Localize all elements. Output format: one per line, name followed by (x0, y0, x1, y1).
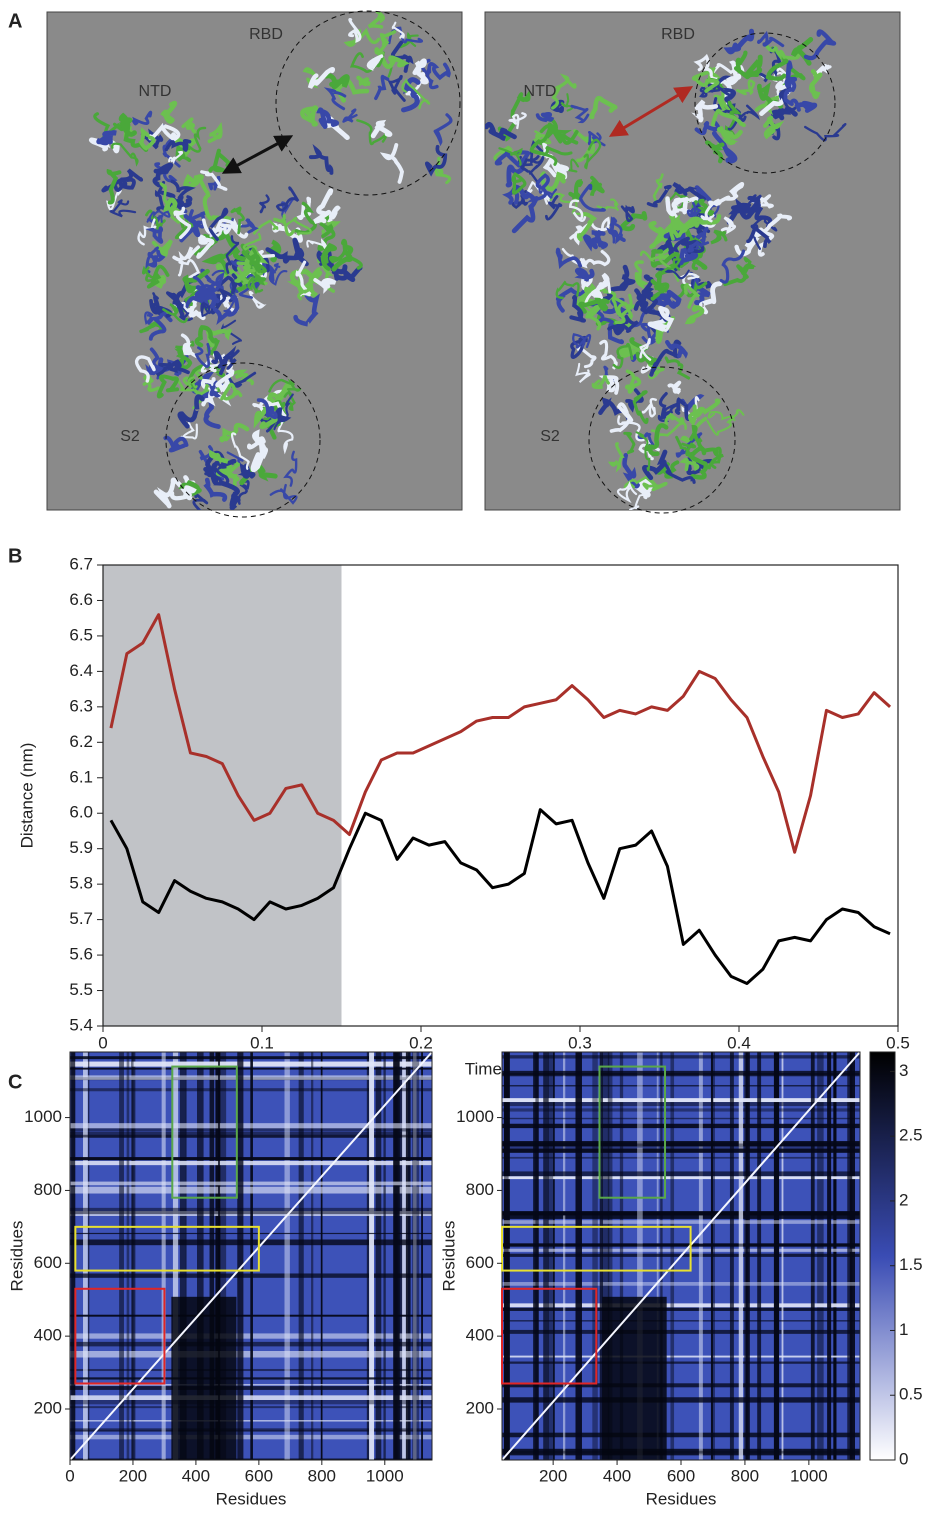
x-tick-label: 400 (603, 1466, 631, 1485)
x-tick-label: 800 (308, 1466, 336, 1485)
y-tick-label: 200 (34, 1398, 62, 1417)
highlight-box (74, 1225, 260, 1272)
x-tick-label: 0.5 (886, 1033, 910, 1052)
colorbar-tick-label: 1 (899, 1320, 908, 1339)
y-tick-label: 800 (34, 1180, 62, 1199)
highlight-region (103, 565, 342, 1026)
x-tick-label: 600 (667, 1466, 695, 1485)
panel-label: B (8, 545, 22, 567)
y-tick-label: 600 (34, 1253, 62, 1272)
y-tick-label: 6.6 (69, 590, 93, 609)
colorbar-tick-label: 3 (899, 1061, 908, 1080)
x-tick-label: 600 (245, 1466, 273, 1485)
domain-label: RBD (249, 26, 283, 43)
highlight-box (598, 1065, 667, 1199)
y-tick-label: 400 (34, 1326, 62, 1345)
x-tick-label: 200 (119, 1466, 147, 1485)
y-tick-label: 400 (466, 1326, 494, 1345)
region-circle (588, 366, 736, 514)
y-tick-label: 5.8 (69, 874, 93, 893)
colorbar-tick-label: 0 (899, 1449, 908, 1468)
heatmap-image (501, 1051, 861, 1461)
distance-arrow (608, 86, 694, 137)
highlight-box (74, 1287, 166, 1385)
highlight-box (501, 1225, 692, 1272)
x-tick-label: 0.2 (409, 1033, 433, 1052)
x-tick-label: 1000 (790, 1466, 828, 1485)
y-axis-title: Residues (439, 1221, 458, 1292)
domain-label: NTD (139, 83, 172, 100)
highlight-box (171, 1065, 238, 1199)
region-circle (694, 32, 836, 174)
y-tick-label: 5.7 (69, 909, 93, 928)
x-tick-label: 1000 (366, 1466, 404, 1485)
colorbar-tick-label: 2 (899, 1190, 908, 1209)
y-tick-label: 800 (466, 1180, 494, 1199)
y-tick-label: 6.7 (69, 554, 93, 573)
heatmap-frame (69, 1051, 433, 1461)
panel-label: C (8, 1071, 22, 1093)
heatmap-image (69, 1051, 433, 1461)
x-axis-title: Residues (216, 1489, 287, 1508)
y-tick-label: 6.1 (69, 767, 93, 786)
region-circle (165, 362, 321, 518)
y-tick-label: 5.9 (69, 838, 93, 857)
colorbar-tick-label: 1.5 (899, 1255, 923, 1274)
colorbar-tick-label: 0.5 (899, 1385, 923, 1404)
y-tick-label: 200 (466, 1398, 494, 1417)
x-axis-title: Residues (646, 1489, 717, 1508)
y-tick-label: 6.3 (69, 696, 93, 715)
y-tick-label: 1000 (24, 1107, 62, 1126)
domain-label: S2 (540, 428, 560, 445)
x-tick-label: 0 (65, 1466, 74, 1485)
y-tick-label: 5.5 (69, 980, 93, 999)
plot-frame (102, 564, 899, 1027)
x-tick-label: 0.4 (727, 1033, 751, 1052)
y-tick-label: 6.2 (69, 732, 93, 751)
y-tick-label: 1000 (456, 1107, 494, 1126)
x-tick-label: 800 (731, 1466, 759, 1485)
y-tick-label: 5.4 (69, 1015, 93, 1034)
x-tick-label: 400 (182, 1466, 210, 1485)
y-axis-title: Residues (7, 1221, 26, 1292)
region-circle (275, 10, 461, 196)
panel-label: A (8, 10, 22, 32)
x-tick-label: 0.1 (250, 1033, 274, 1052)
domain-label: S2 (120, 428, 140, 445)
domain-label: RBD (661, 26, 695, 43)
data-line (109, 613, 892, 854)
protein-ribbon (485, 28, 847, 510)
colorbar (869, 1051, 896, 1461)
y-tick-label: 6.0 (69, 803, 93, 822)
y-tick-label: 600 (466, 1253, 494, 1272)
protein-ribbon (88, 12, 453, 510)
x-tick-label: 0 (98, 1033, 107, 1052)
domain-label: NTD (524, 83, 557, 100)
y-axis-title: Distance (nm) (17, 743, 36, 849)
y-tick-label: 6.4 (69, 661, 93, 680)
x-tick-label: 200 (539, 1466, 567, 1485)
y-tick-label: 6.5 (69, 625, 93, 644)
colorbar-tick-label: 2.5 (899, 1126, 923, 1145)
distance-arrow (221, 135, 294, 174)
data-line (109, 808, 891, 985)
y-tick-label: 5.6 (69, 945, 93, 964)
x-tick-label: 0.3 (568, 1033, 592, 1052)
